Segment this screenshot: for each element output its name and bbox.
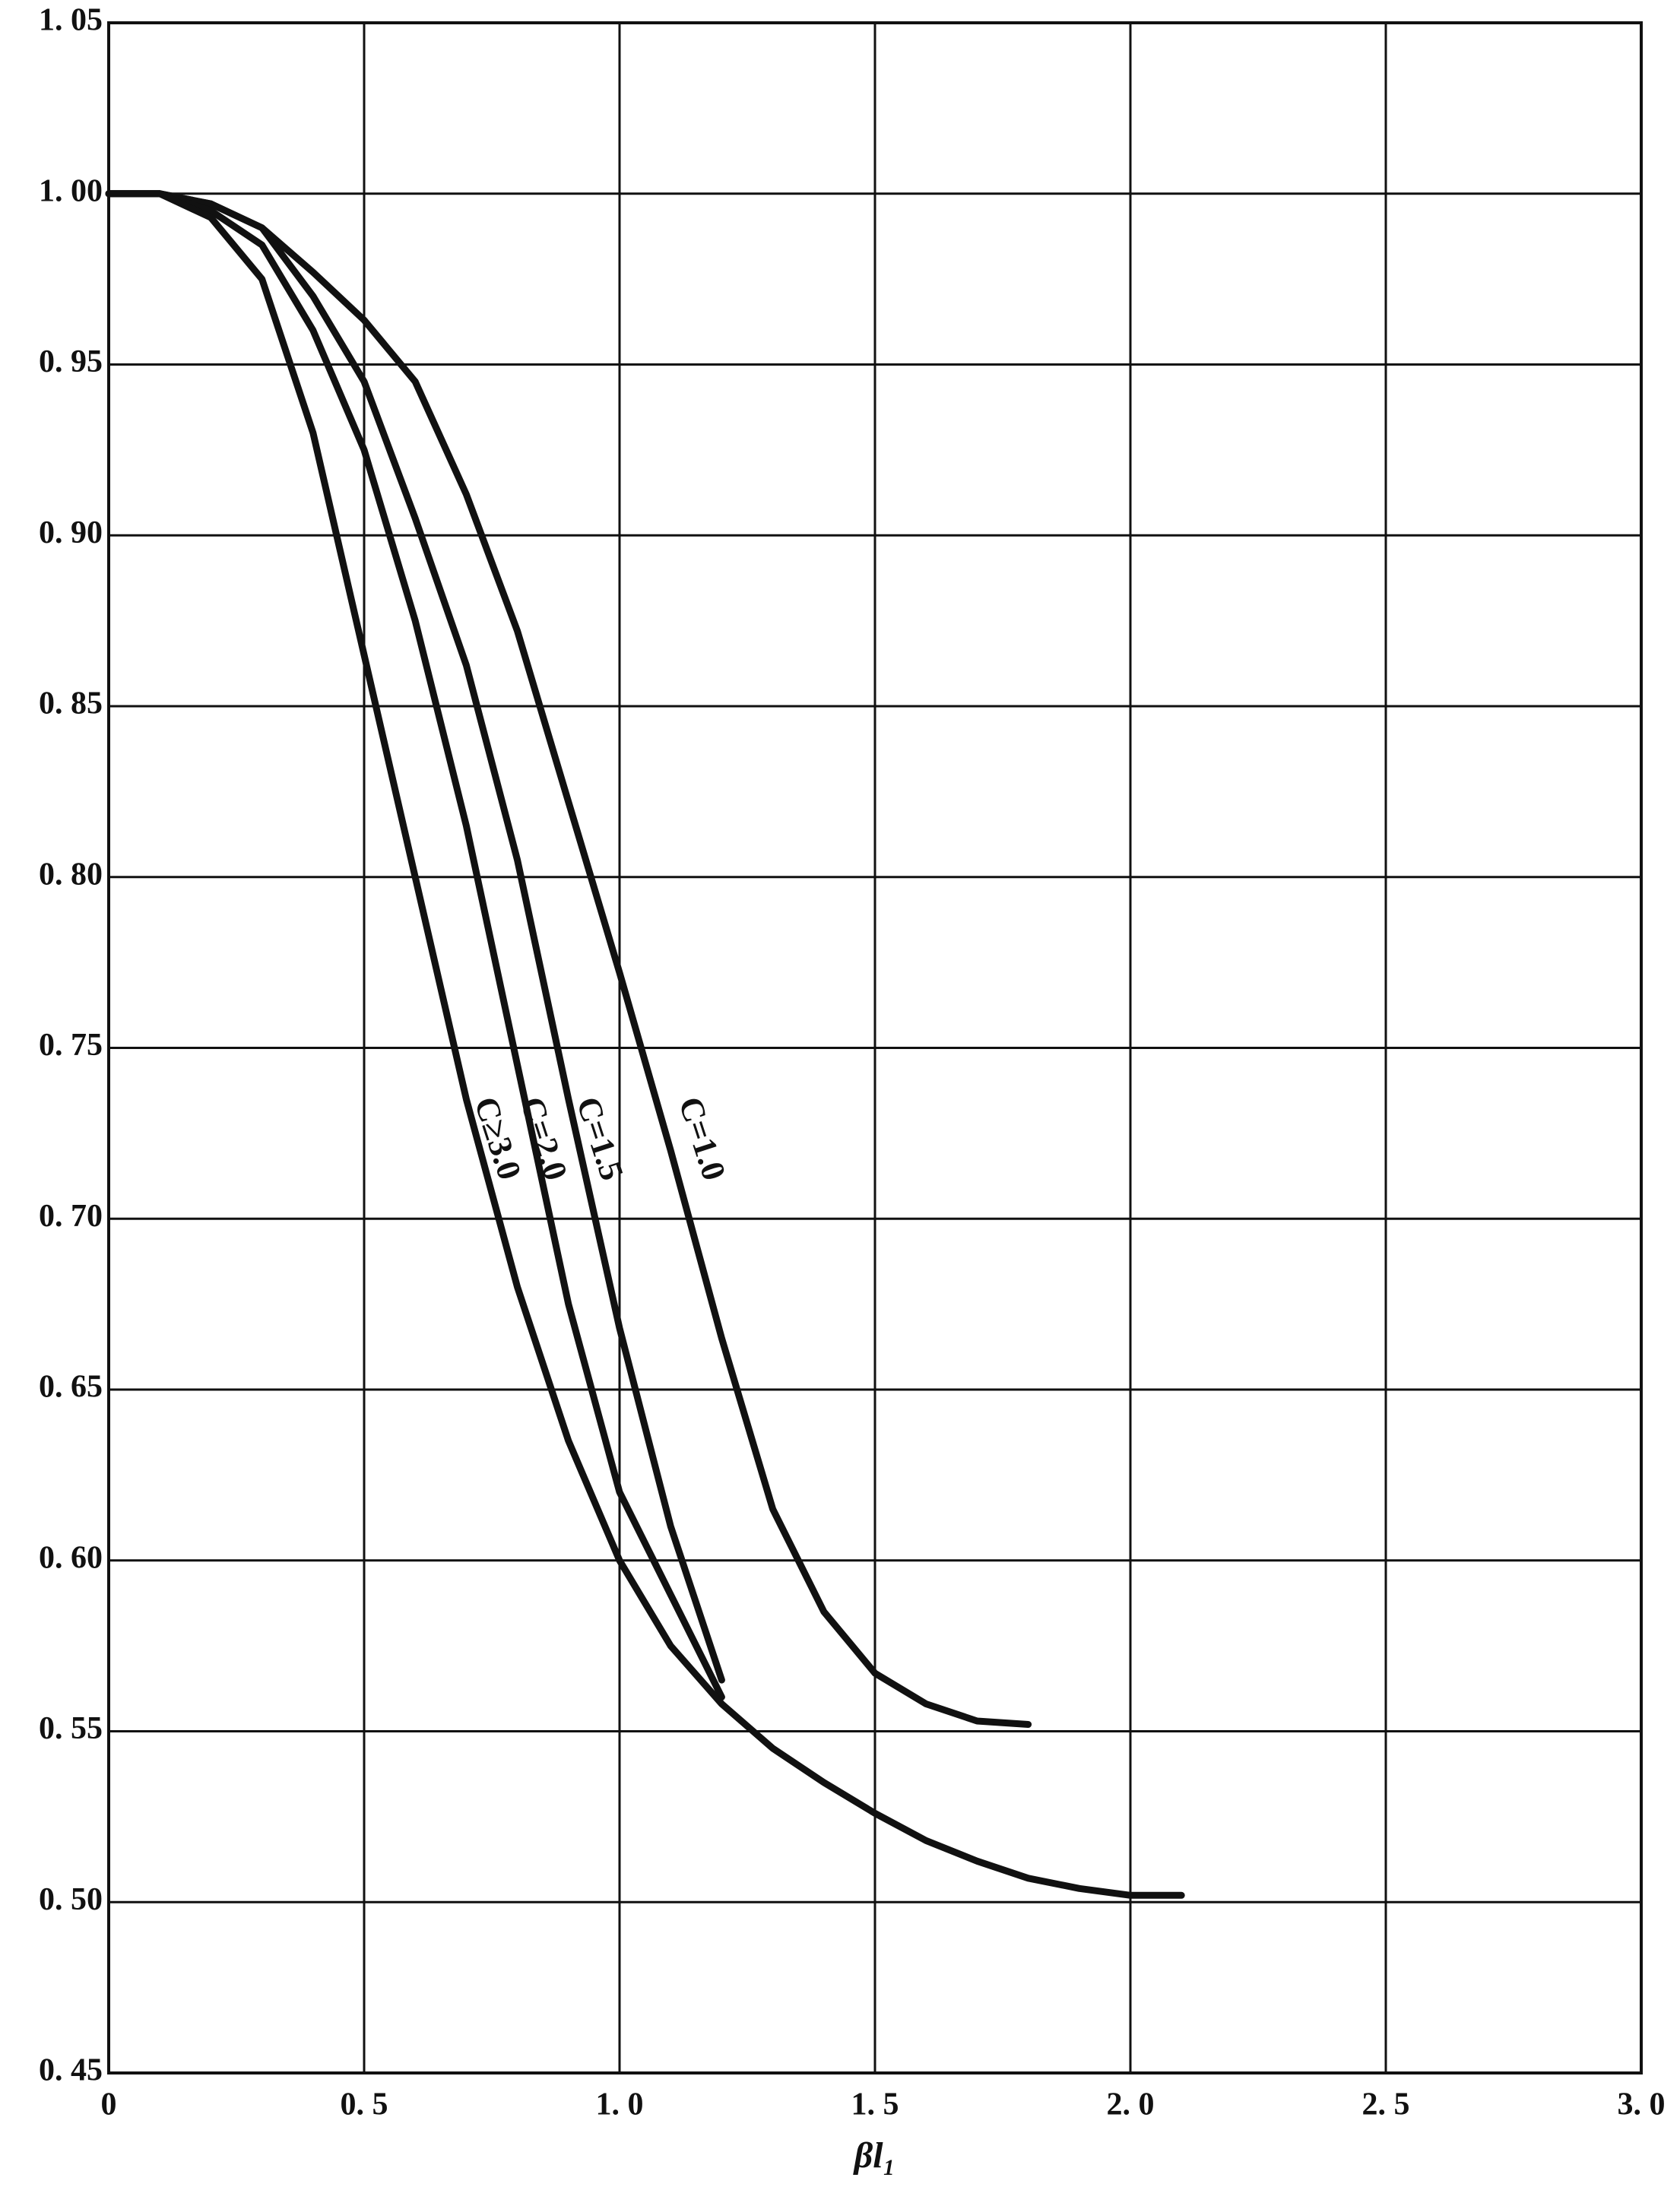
y-tick-label: 0. 55 [39, 1711, 103, 1746]
y-tick-label: 1. 05 [39, 3, 103, 38]
data-line [105, 190, 1185, 1899]
x-axis-label: βl₁ [853, 2135, 896, 2176]
data-line [105, 190, 1032, 1728]
data-line [105, 190, 725, 1684]
y-tick-label: 0. 75 [39, 1028, 103, 1063]
y-tick-label: 0. 85 [39, 686, 103, 721]
y-tick-label: 1. 00 [39, 173, 103, 208]
y-tick-label: 0. 80 [39, 857, 103, 892]
x-tick-label: 2. 0 [1107, 2087, 1155, 2122]
plot-frame [107, 21, 1643, 2074]
y-tick-label: 0. 60 [39, 1540, 103, 1575]
y-tick-label: 0. 70 [39, 1199, 103, 1234]
y-tick-label: 0. 95 [39, 344, 103, 379]
x-tick-label: 0 [101, 2087, 117, 2122]
y-tick-label: 0. 65 [39, 1370, 103, 1405]
x-tick-label: 1. 0 [596, 2087, 644, 2122]
y-tick-label: 0. 50 [39, 1882, 103, 1917]
y-tick-label: 0. 90 [39, 515, 103, 550]
x-tick-label: 3. 0 [1618, 2087, 1666, 2122]
x-tick-label: 2. 5 [1362, 2087, 1410, 2122]
y-tick-label: 0. 45 [39, 2053, 103, 2088]
x-tick-label: 1. 5 [851, 2087, 899, 2122]
series-label: C=1.0 [671, 1092, 733, 1185]
data-line [105, 190, 725, 1700]
x-tick-label: 0. 5 [341, 2087, 388, 2122]
